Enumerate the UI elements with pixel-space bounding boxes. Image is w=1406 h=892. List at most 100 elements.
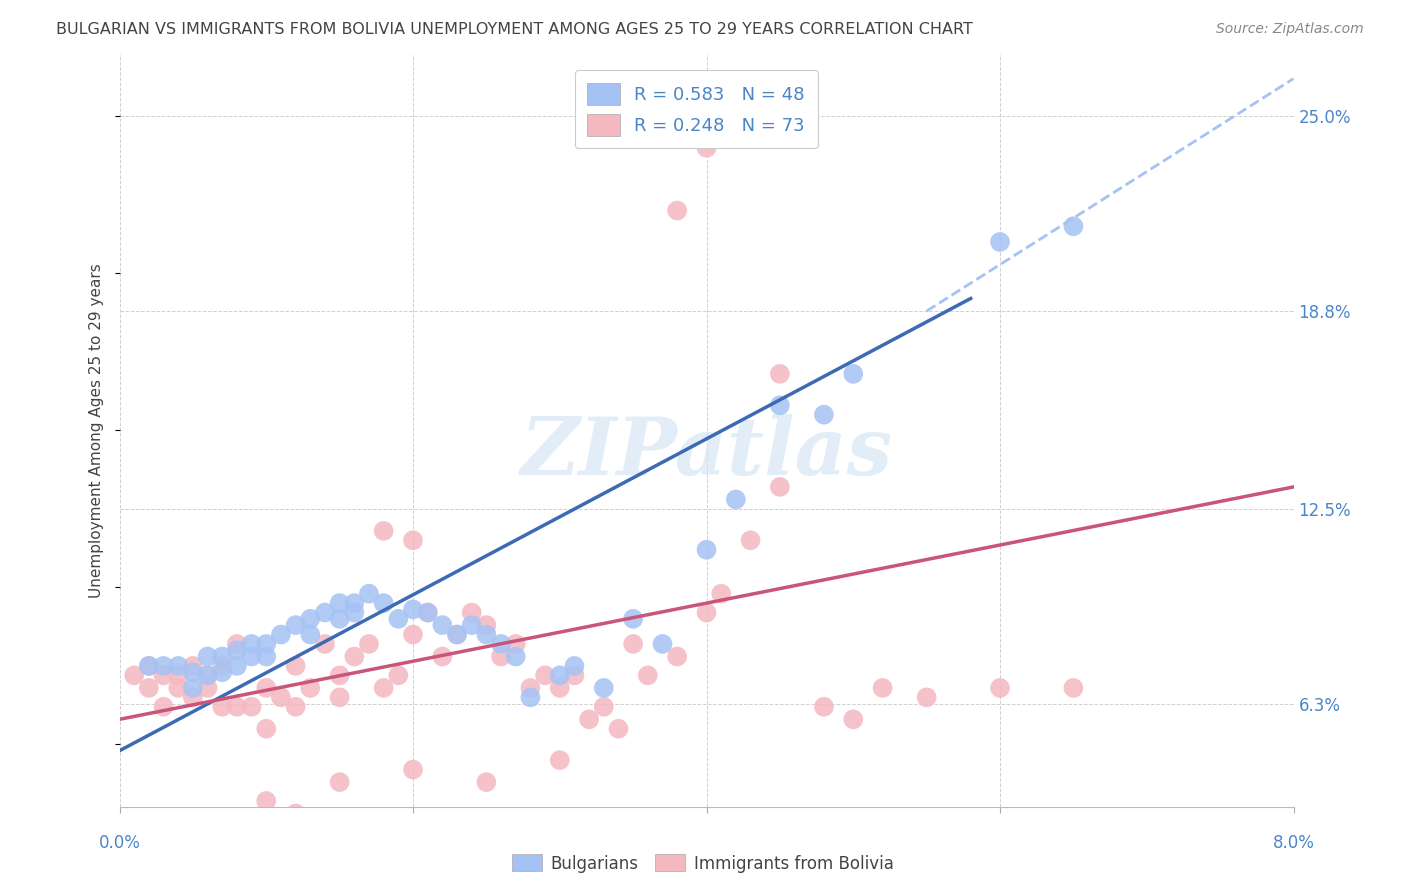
Text: ZIPatlas: ZIPatlas: [520, 414, 893, 491]
Point: [197, 668, 219, 682]
Point: [607, 722, 630, 736]
Point: [475, 627, 498, 641]
Point: [373, 596, 395, 610]
Point: [489, 637, 512, 651]
Point: [651, 637, 673, 651]
Point: [240, 637, 263, 651]
Point: [621, 612, 644, 626]
Point: [475, 775, 498, 789]
Point: [122, 668, 145, 682]
Legend: Bulgarians, Immigrants from Bolivia: Bulgarians, Immigrants from Bolivia: [506, 847, 900, 880]
Y-axis label: Unemployment Among Ages 25 to 29 years: Unemployment Among Ages 25 to 29 years: [89, 263, 104, 598]
Point: [666, 649, 689, 664]
Point: [1062, 219, 1084, 234]
Point: [284, 618, 307, 632]
Point: [402, 627, 425, 641]
Point: [152, 838, 174, 852]
Point: [505, 637, 527, 651]
Point: [211, 659, 233, 673]
Point: [696, 542, 718, 557]
Point: [813, 408, 835, 422]
Point: [548, 668, 571, 682]
Point: [988, 235, 1011, 249]
Point: [329, 775, 352, 789]
Point: [240, 699, 263, 714]
Point: [314, 606, 336, 620]
Point: [211, 665, 233, 680]
Point: [402, 533, 425, 548]
Point: [329, 668, 352, 682]
Point: [299, 612, 322, 626]
Point: [564, 668, 586, 682]
Point: [225, 637, 249, 651]
Point: [138, 659, 160, 673]
Point: [769, 480, 792, 494]
Point: [343, 596, 366, 610]
Point: [548, 681, 571, 695]
Point: [432, 618, 454, 632]
Point: [329, 690, 352, 705]
Point: [724, 492, 747, 507]
Point: [329, 596, 352, 610]
Point: [152, 699, 174, 714]
Point: [592, 681, 614, 695]
Point: [357, 637, 380, 651]
Point: [225, 699, 249, 714]
Text: Source: ZipAtlas.com: Source: ZipAtlas.com: [1216, 22, 1364, 37]
Point: [211, 649, 233, 664]
Point: [446, 627, 468, 641]
Point: [211, 699, 233, 714]
Point: [225, 643, 249, 657]
Point: [416, 606, 439, 620]
Point: [299, 627, 322, 641]
Point: [769, 367, 792, 381]
Point: [152, 668, 174, 682]
Point: [284, 806, 307, 821]
Point: [696, 606, 718, 620]
Point: [915, 690, 938, 705]
Point: [167, 659, 190, 673]
Point: [270, 627, 292, 641]
Point: [534, 668, 557, 682]
Point: [373, 524, 395, 538]
Point: [564, 659, 586, 673]
Point: [461, 606, 484, 620]
Point: [475, 618, 498, 632]
Point: [696, 141, 718, 155]
Point: [197, 681, 219, 695]
Point: [254, 794, 277, 808]
Point: [813, 699, 835, 714]
Point: [197, 649, 219, 664]
Point: [710, 587, 733, 601]
Point: [254, 722, 277, 736]
Point: [270, 690, 292, 705]
Point: [988, 681, 1011, 695]
Point: [505, 649, 527, 664]
Point: [592, 699, 614, 714]
Point: [769, 398, 792, 412]
Point: [548, 753, 571, 767]
Point: [578, 712, 600, 726]
Point: [519, 690, 541, 705]
Point: [181, 690, 204, 705]
Point: [314, 637, 336, 651]
Point: [197, 668, 219, 682]
Point: [387, 668, 409, 682]
Point: [666, 203, 689, 218]
Point: [402, 763, 425, 777]
Point: [1062, 681, 1084, 695]
Point: [842, 712, 865, 726]
Legend: R = 0.583   N = 48, R = 0.248   N = 73: R = 0.583 N = 48, R = 0.248 N = 73: [575, 70, 817, 148]
Text: BULGARIAN VS IMMIGRANTS FROM BOLIVIA UNEMPLOYMENT AMONG AGES 25 TO 29 YEARS CORR: BULGARIAN VS IMMIGRANTS FROM BOLIVIA UNE…: [56, 22, 973, 37]
Text: 8.0%: 8.0%: [1272, 834, 1315, 852]
Point: [167, 668, 190, 682]
Point: [240, 649, 263, 664]
Point: [254, 649, 277, 664]
Point: [387, 612, 409, 626]
Point: [167, 681, 190, 695]
Point: [152, 659, 174, 673]
Point: [343, 649, 366, 664]
Point: [842, 367, 865, 381]
Point: [343, 606, 366, 620]
Point: [416, 606, 439, 620]
